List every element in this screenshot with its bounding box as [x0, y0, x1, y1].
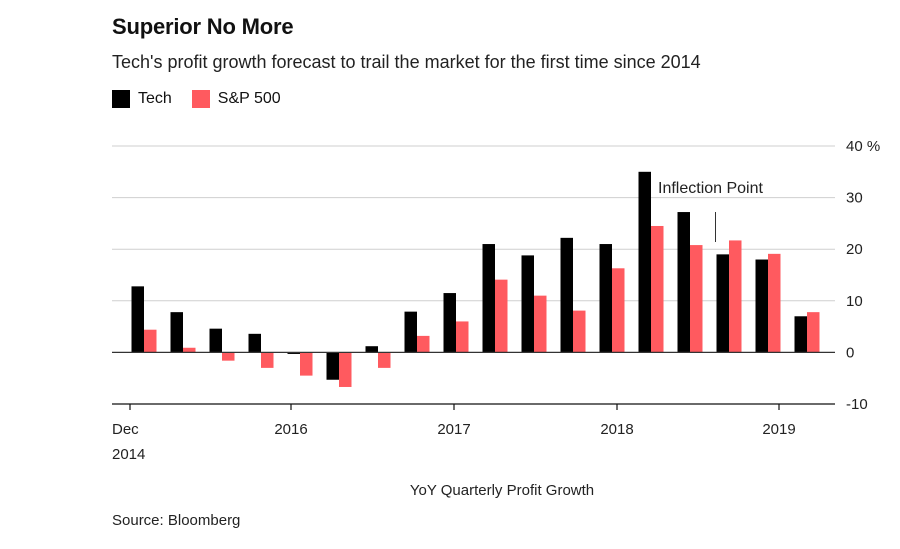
bar-sp500	[612, 268, 625, 353]
bar-tech	[326, 352, 339, 380]
bar-tech	[560, 237, 573, 353]
legend-swatch-sp500	[191, 90, 210, 108]
source-note: Source: Bloomberg	[112, 512, 241, 529]
bar-sp500	[300, 352, 313, 376]
bar-tech	[131, 286, 144, 353]
chart-title: Superior No More	[112, 14, 294, 39]
bar-tech	[677, 212, 690, 353]
bar-sp500	[183, 347, 196, 353]
bar-sp500	[690, 245, 703, 353]
legend-item-tech: Tech	[112, 90, 172, 108]
bar-sp500	[495, 279, 508, 353]
bar-sp500	[339, 352, 352, 387]
bar-tech	[404, 311, 417, 353]
x-axis-title: YoY Quarterly Profit Growth	[410, 482, 594, 499]
bar-tech	[170, 312, 183, 353]
bar-sp500	[807, 312, 820, 353]
bar-sp500	[222, 352, 235, 361]
bar-tech	[248, 333, 261, 353]
legend: Tech S&P 500	[112, 90, 301, 108]
bar-tech	[365, 346, 378, 353]
y-tick-label: 20	[846, 241, 863, 258]
bar-sp500	[534, 295, 547, 353]
bar-tech	[482, 244, 495, 353]
y-tick-label: 0	[846, 344, 854, 361]
bar-tech	[755, 259, 768, 353]
bar-sp500	[573, 310, 586, 353]
annotation-label: Inflection Point	[658, 180, 764, 197]
y-tick-label: -10	[846, 396, 868, 413]
bar-tech	[209, 328, 222, 353]
x-tick-label: Dec	[112, 421, 139, 438]
legend-item-sp500: S&P 500	[191, 90, 281, 108]
y-tick-label: 30	[846, 190, 863, 207]
bar-sp500	[729, 240, 742, 353]
bar-sp500	[651, 225, 664, 353]
bar-sp500	[378, 352, 391, 368]
legend-label-sp500: S&P 500	[217, 90, 281, 107]
bar-tech	[638, 171, 651, 353]
y-tick-label: 40 %	[846, 138, 880, 155]
bar-tech	[599, 244, 612, 353]
x-tick-label: 2017	[437, 421, 470, 438]
bar-sp500	[768, 253, 781, 353]
bar-sp500	[144, 329, 157, 353]
bar-tech	[794, 316, 807, 353]
x-tick-label: 2019	[762, 421, 795, 438]
bar-sp500	[261, 352, 274, 368]
chart-subtitle: Tech's profit growth forecast to trail t…	[112, 52, 701, 72]
bar-tech	[287, 352, 300, 354]
bar-sp500	[417, 335, 430, 353]
bar-tech	[716, 254, 729, 353]
x-tick-sublabel: 2014	[112, 446, 145, 463]
bar-sp500	[456, 321, 469, 353]
x-tick-label: 2018	[600, 421, 633, 438]
bar-tech	[521, 255, 534, 353]
y-tick-label: 10	[846, 293, 863, 310]
x-tick-label: 2016	[274, 421, 307, 438]
legend-swatch-tech	[112, 90, 130, 108]
legend-label-tech: Tech	[138, 90, 172, 107]
bar-tech	[443, 293, 456, 353]
